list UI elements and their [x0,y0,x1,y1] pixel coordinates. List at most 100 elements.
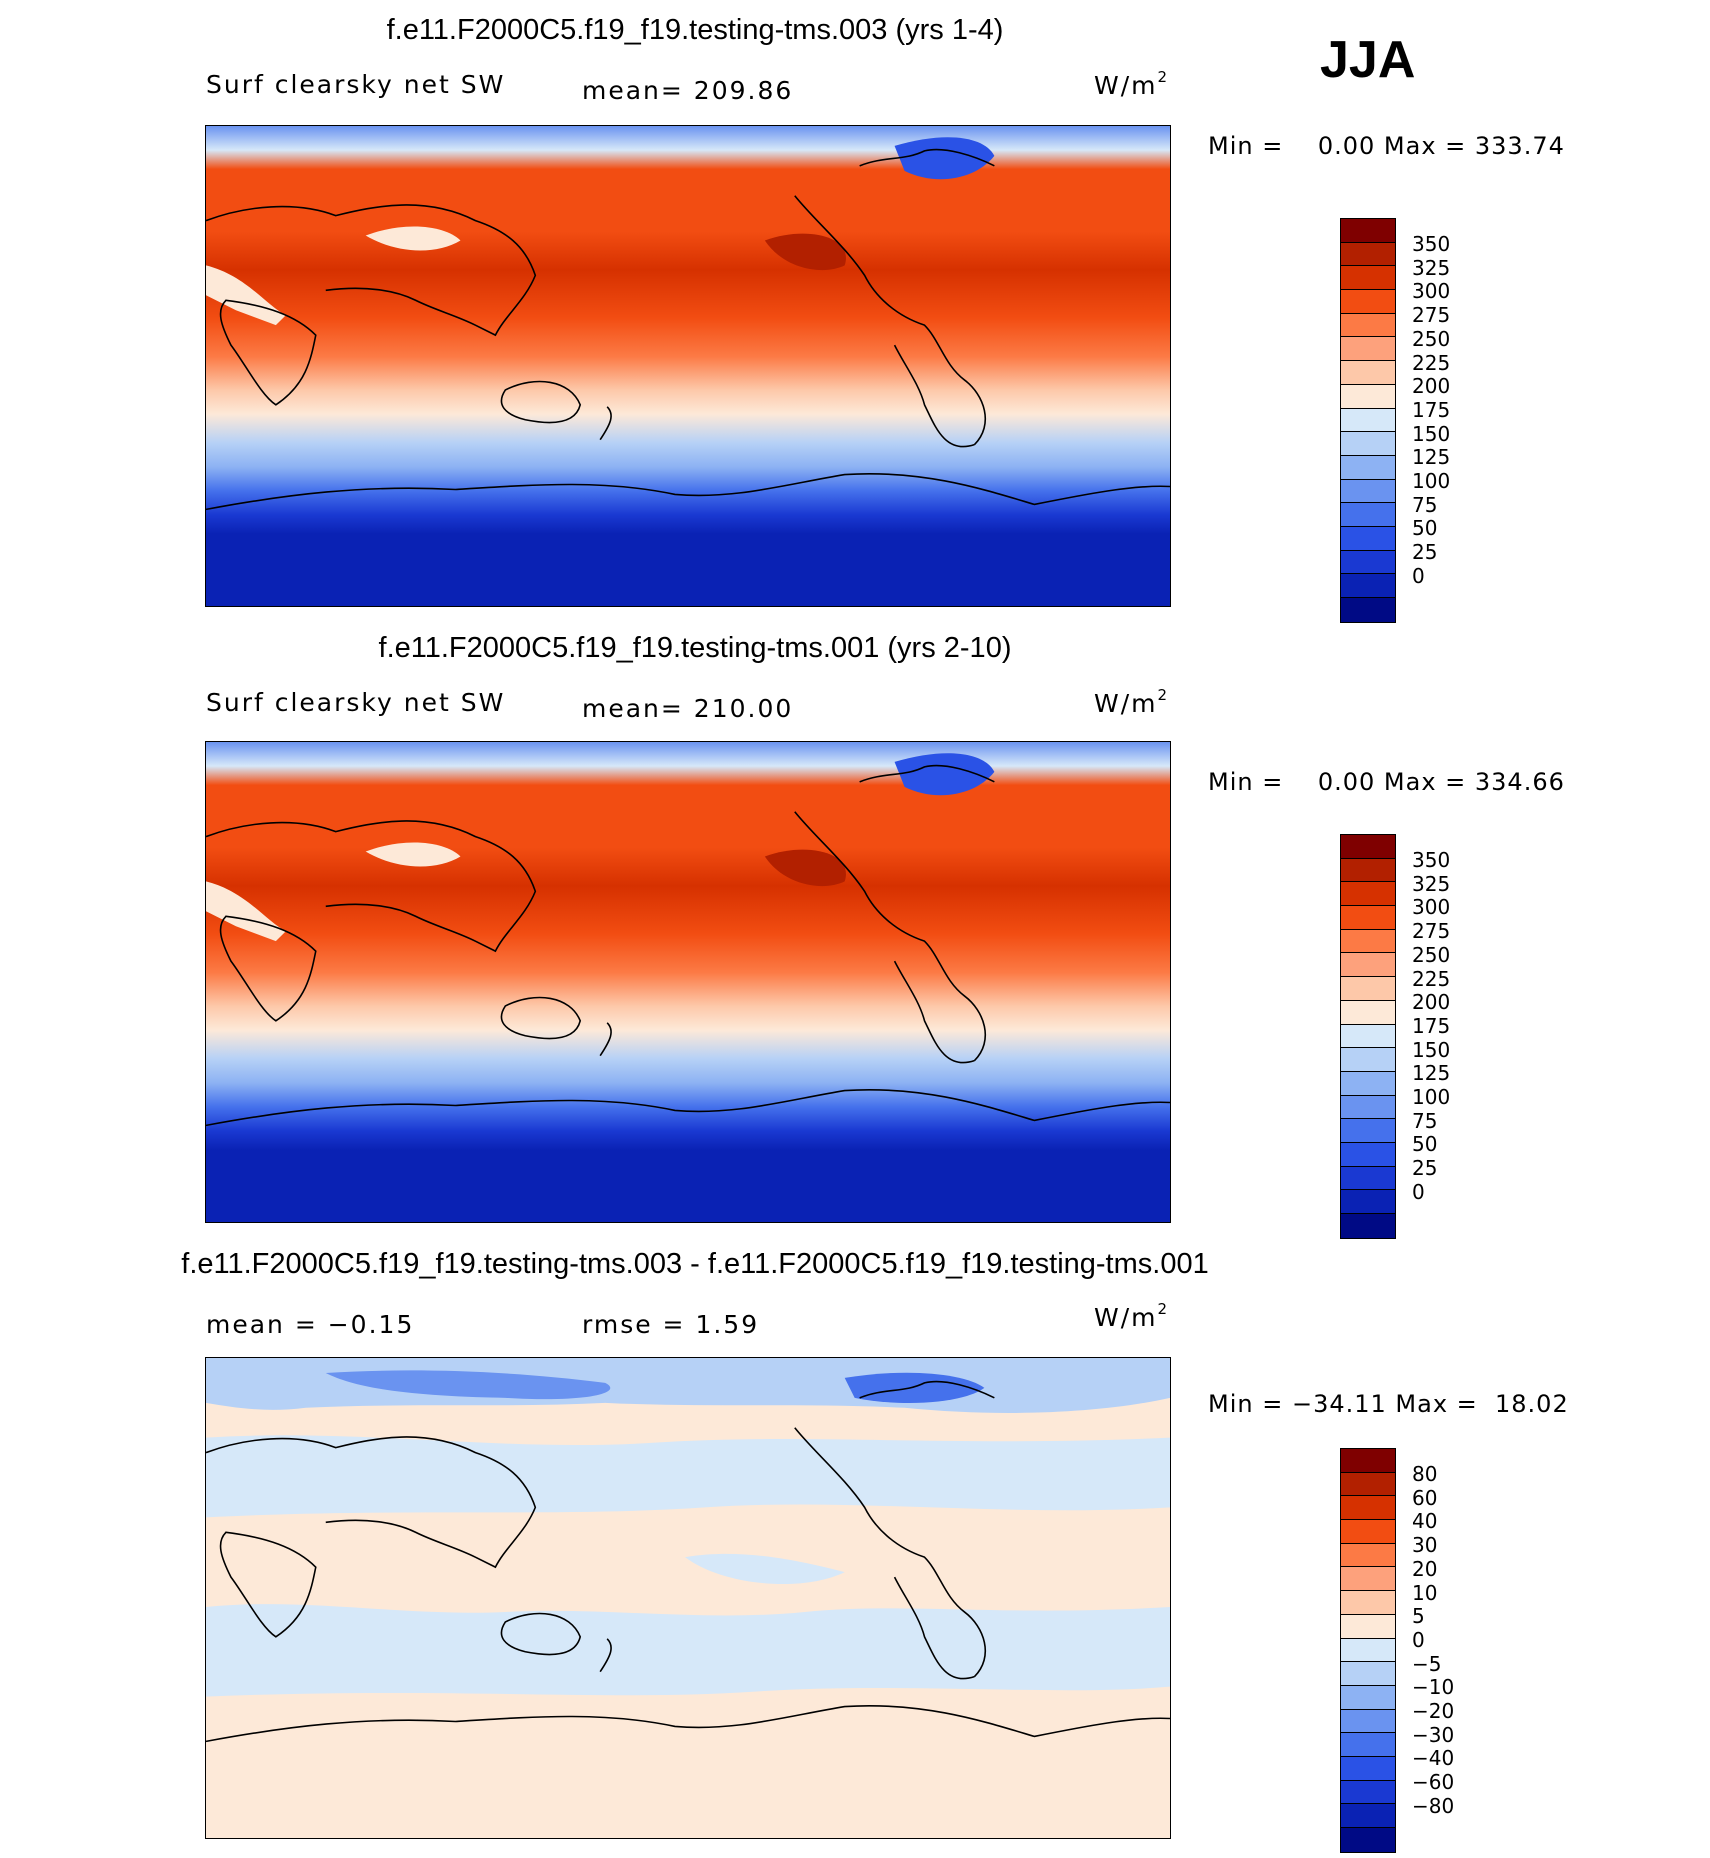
colorbar-tick-label: 10 [1412,1580,1438,1605]
colorbar-tick-label: 25 [1412,1156,1438,1181]
colorbar-tick-label: 75 [1412,1108,1438,1133]
colorbar-tick-label: −5 [1412,1651,1442,1676]
colorbar-tick-label: 80 [1412,1462,1438,1486]
colorbar-swatch [1341,1048,1395,1072]
colorbar-tick-label: 75 [1412,492,1438,517]
colorbar-swatch [1341,835,1395,859]
colorbar-swatch [1341,1071,1395,1096]
panel1-title: f.e11.F2000C5.f19_f19.testing-tms.003 (y… [386,14,1004,46]
colorbar-swatch [1341,290,1395,314]
colorbar-swatch [1341,953,1395,978]
colorbar-swatch [1341,858,1395,883]
colorbar-tick-label: 325 [1412,871,1451,896]
colorbar-swatch [1341,1095,1395,1120]
colorbar-swatch [1341,384,1395,409]
colorbar-swatch [1341,1119,1395,1143]
panel2-colorbar [1340,834,1396,1239]
colorbar-tick-label: 175 [1412,397,1451,422]
colorbar-swatch [1341,1543,1395,1568]
panel3-colorbar [1340,1448,1396,1853]
colorbar-swatch [1341,1142,1395,1167]
colorbar-swatch [1341,408,1395,433]
colorbar-tick-label: −40 [1412,1746,1455,1771]
colorbar-tick-label: −10 [1412,1675,1455,1700]
colorbar-swatch [1341,455,1395,480]
panel3-min-max: Min = −34.11 Max = 18.02 [1208,1390,1569,1418]
colorbar-tick-label: −80 [1412,1793,1455,1818]
colorbar-tick-label: 100 [1412,469,1451,493]
colorbar-swatch [1341,526,1395,551]
panel1-map [205,125,1171,607]
colorbar-swatch [1341,1709,1395,1734]
panel3-title: f.e11.F2000C5.f19_f19.testing-tms.003 - … [181,1248,1209,1280]
panel1-colorbar [1340,218,1396,623]
colorbar-swatch [1341,1190,1395,1214]
colorbar-tick-label: −60 [1412,1770,1455,1795]
colorbar-swatch [1341,574,1395,598]
colorbar-tick-label: 20 [1412,1556,1438,1581]
colorbar-swatch [1341,1756,1395,1781]
colorbar-tick-label: 250 [1412,942,1451,967]
colorbar-swatch [1341,337,1395,362]
colorbar-swatch [1341,1591,1395,1615]
colorbar-tick-label: 300 [1412,279,1451,304]
panel3-units: W/m2 [1094,1300,1170,1332]
colorbar-swatch [1341,1780,1395,1805]
colorbar-swatch [1341,882,1395,907]
colorbar-swatch [1341,598,1395,622]
colorbar-swatch [1341,1024,1395,1049]
colorbar-swatch [1341,1614,1395,1639]
colorbar-swatch [1341,313,1395,338]
panel3-map [205,1357,1171,1839]
colorbar-tick-label: 275 [1412,919,1451,944]
colorbar-tick-label: 60 [1412,1485,1438,1510]
colorbar-swatch [1341,361,1395,385]
colorbar-swatch [1341,929,1395,954]
panel2-title: f.e11.F2000C5.f19_f19.testing-tms.001 (y… [378,632,1012,664]
colorbar-tick-label: 250 [1412,326,1451,351]
colorbar-swatch [1341,1804,1395,1828]
colorbar-swatch [1341,242,1395,267]
colorbar-tick-label: 200 [1412,374,1451,399]
colorbar-swatch [1341,906,1395,930]
colorbar-tick-label: 225 [1412,350,1451,375]
colorbar-tick-label: 300 [1412,895,1451,920]
colorbar-tick-label: −20 [1412,1699,1455,1723]
colorbar-tick-label: 150 [1412,1037,1451,1062]
panel2-min-max: Min = 0.00 Max = 334.66 [1208,768,1565,796]
colorbar-swatch [1341,1685,1395,1710]
season-label: JJA [1320,31,1416,89]
colorbar-tick-label: 40 [1412,1509,1438,1534]
colorbar-swatch [1341,1214,1395,1238]
colorbar-swatch [1341,1472,1395,1497]
colorbar-tick-label: 30 [1412,1533,1438,1558]
colorbar-swatch [1341,977,1395,1001]
panel2-map-field [206,742,1170,1222]
colorbar-tick-label: 0 [1412,1627,1425,1652]
colorbar-swatch [1341,1638,1395,1663]
colorbar-swatch [1341,219,1395,243]
colorbar-tick-label: 125 [1412,445,1451,470]
panel1-variable-label: Surf clearsky net SW [206,70,506,99]
panel2-units: W/m2 [1094,686,1170,718]
colorbar-tick-label: 50 [1412,516,1438,541]
panel1-units: W/m2 [1094,68,1170,100]
colorbar-swatch [1341,1496,1395,1521]
colorbar-swatch [1341,266,1395,291]
colorbar-tick-label: 0 [1412,563,1425,588]
panel1-mean-label: mean= 209.86 [582,76,794,105]
colorbar-tick-label: 100 [1412,1085,1451,1109]
colorbar-swatch [1341,1733,1395,1757]
colorbar-swatch [1341,1662,1395,1686]
colorbar-swatch [1341,503,1395,527]
colorbar-tick-label: 0 [1412,1179,1425,1204]
panel3-mean-label: mean = −0.15 [206,1310,415,1339]
colorbar-tick-label: 350 [1412,848,1451,872]
colorbar-swatch [1341,1567,1395,1592]
colorbar-tick-label: −30 [1412,1722,1455,1747]
panel3-map-field [206,1358,1170,1838]
colorbar-swatch [1341,479,1395,504]
panel1-map-field [206,126,1170,606]
colorbar-swatch [1341,1000,1395,1025]
panel2-map [205,741,1171,1223]
